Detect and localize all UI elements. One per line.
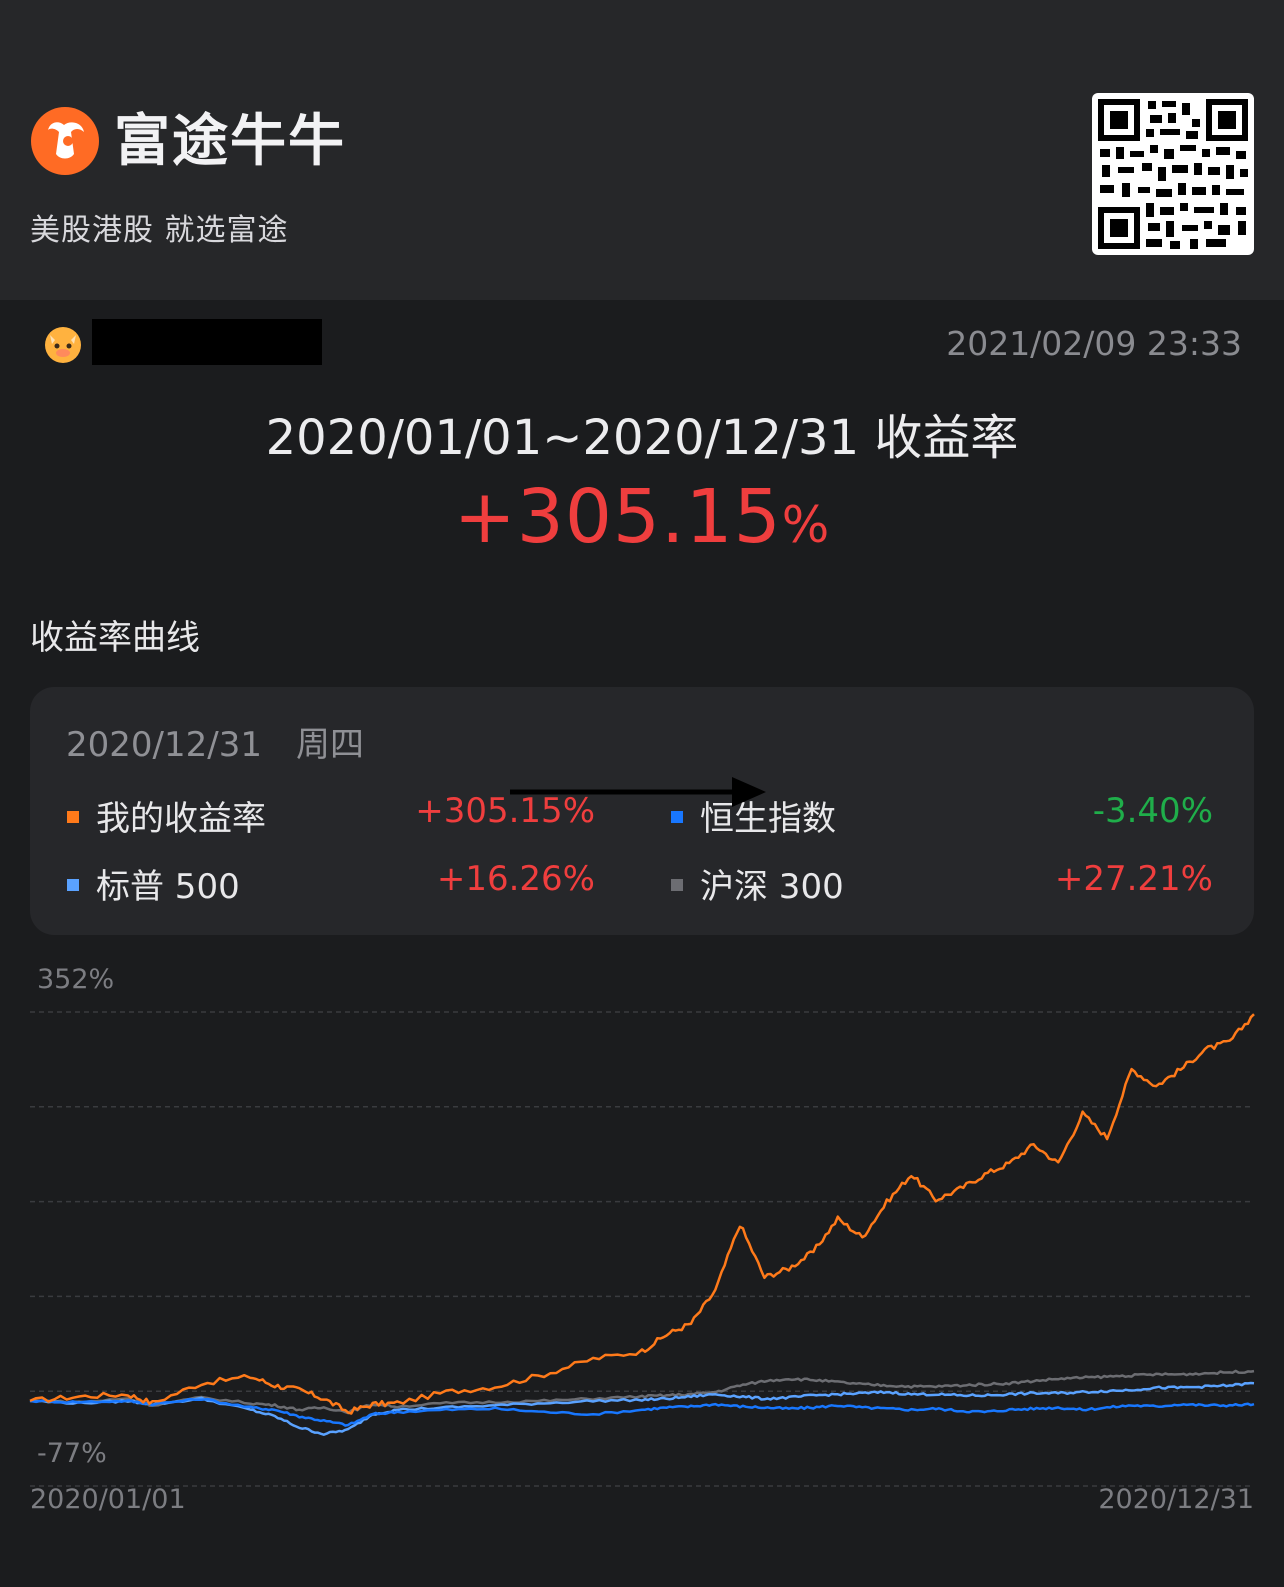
redacted-username xyxy=(92,319,322,365)
total-return-value: +305.15 xyxy=(453,474,782,560)
legend-label-csi300: 沪深 300 xyxy=(700,867,844,907)
y-tick-label-top: 352% xyxy=(37,964,115,995)
legend-swatch-my-return xyxy=(67,811,79,823)
total-return-unit: % xyxy=(781,496,831,554)
futu-bull-logo-icon xyxy=(31,107,99,175)
period-title: 2020/01/01~2020/12/31 收益率 xyxy=(265,410,1019,466)
legend-label-sp500: 标普 500 xyxy=(96,867,240,907)
legend-value-csi300: +27.21% xyxy=(1054,859,1213,899)
legend-card: 2020/12/31 周四 我的收益率 +305.15% 恒生指数 -3.40%… xyxy=(30,687,1254,935)
share-header: 富途牛牛 美股港股 就选富途 xyxy=(0,0,1284,300)
legend-value-sp500: +16.26% xyxy=(436,859,595,899)
series-line-3 xyxy=(29,1369,1255,1415)
section-title: 收益率曲线 xyxy=(30,618,200,658)
return-chart-svg xyxy=(29,1011,1255,1487)
total-return: +305.15% xyxy=(0,474,1284,560)
series-line-2 xyxy=(29,1381,1255,1436)
series-line-0 xyxy=(29,1013,1255,1415)
return-chart[interactable]: 352% -77% 2020/01/01 2020/12/31 xyxy=(0,960,1284,1560)
legend-value-my-return: +305.15% xyxy=(415,791,595,831)
brand-name: 富途牛牛 xyxy=(114,109,346,174)
legend-swatch-csi300 xyxy=(671,879,683,891)
user-avatar[interactable] xyxy=(44,326,82,364)
legend-swatch-sp500 xyxy=(67,879,79,891)
legend-date: 2020/12/31 周四 xyxy=(66,725,364,765)
legend-value-hsi: -3.40% xyxy=(1092,791,1213,831)
qr-code-icon[interactable] xyxy=(1092,93,1254,255)
legend-label-hsi: 恒生指数 xyxy=(700,799,836,839)
brand-slogan: 美股港股 就选富途 xyxy=(30,213,289,248)
x-tick-label-start: 2020/01/01 xyxy=(30,1484,186,1515)
legend-label-my-return: 我的收益率 xyxy=(96,799,266,839)
legend-swatch-hsi xyxy=(671,811,683,823)
x-tick-label-end: 2020/12/31 xyxy=(1098,1484,1254,1515)
y-tick-label-bottom: -77% xyxy=(37,1438,107,1469)
share-timestamp: 2021/02/09 23:33 xyxy=(946,324,1242,363)
arrow-annotation-icon xyxy=(510,777,766,807)
series-line-1 xyxy=(29,1397,1255,1427)
